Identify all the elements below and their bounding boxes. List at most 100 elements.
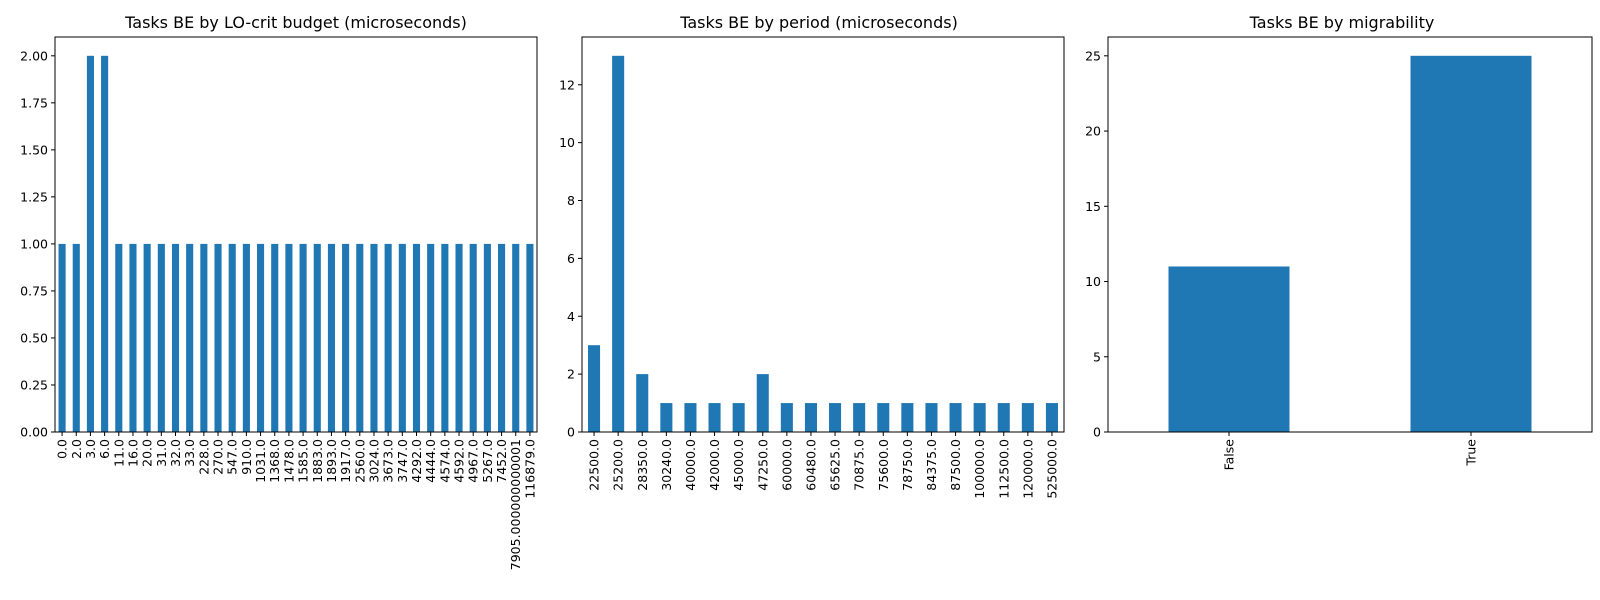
y-tick-label: 10: [1085, 274, 1101, 289]
bar-1031.0: [257, 243, 265, 432]
bar-0.0: [58, 243, 66, 432]
y-tick-label: 2: [567, 367, 575, 382]
bar-40000.0: [684, 403, 697, 432]
chart-title: Tasks BE by LO-crit budget (microseconds…: [124, 13, 467, 32]
x-tick-label: 28350.0: [635, 439, 650, 491]
bar-116879.0: [526, 243, 534, 432]
x-tick-label: 910.0: [239, 439, 254, 475]
bar-6.0: [101, 55, 109, 433]
bar-84375.0: [925, 403, 938, 432]
bar-True: [1410, 55, 1532, 433]
x-tick-label: 75600.0: [876, 439, 891, 491]
bar-11.0: [115, 243, 123, 432]
x-tick-label: 4592.0: [452, 439, 467, 483]
x-tick-label: 60000.0: [779, 439, 794, 491]
x-tick-label: 60480.0: [803, 439, 818, 491]
y-tick-label: 15: [1085, 199, 1101, 214]
y-tick-label: 6: [567, 251, 575, 266]
bar-1893.0: [327, 243, 335, 432]
y-tick-label: 8: [567, 193, 575, 208]
x-tick-label: 116879.0: [522, 439, 537, 499]
chart-title: Tasks BE by migrability: [1249, 13, 1435, 32]
x-tick-label: 4967.0: [466, 439, 481, 483]
x-tick-label: 228.0: [196, 439, 211, 475]
x-tick-label: 4444.0: [423, 439, 438, 483]
bar-5267.0: [483, 243, 491, 432]
y-tick-label: 25: [1085, 48, 1101, 63]
x-tick-label: 1031.0: [253, 439, 268, 483]
x-tick-label: 70875.0: [852, 439, 867, 491]
x-tick-label: 84375.0: [924, 439, 939, 491]
bar-45000.0: [732, 403, 745, 432]
x-tick-label: 3673.0: [381, 439, 396, 483]
x-tick-label: 25200.0: [611, 439, 626, 491]
bar-2.0: [72, 243, 80, 432]
y-tick-label: 0.50: [20, 330, 48, 345]
bar-1917.0: [342, 243, 350, 432]
bar-1368.0: [271, 243, 279, 432]
x-tick-label: 87500.0: [948, 439, 963, 491]
x-tick-label: 3.0: [83, 439, 98, 459]
bar-78750.0: [901, 403, 914, 432]
bar-1478.0: [285, 243, 293, 432]
bar-4967.0: [469, 243, 477, 432]
bar-32.0: [171, 243, 180, 432]
x-tick-label: 3747.0: [395, 439, 410, 483]
x-tick-label: 4292.0: [409, 439, 424, 483]
bar-4292.0: [412, 243, 421, 432]
y-tick-label: 20: [1085, 124, 1101, 139]
bar-60000.0: [780, 403, 793, 432]
x-tick-label: 32.0: [168, 439, 183, 467]
x-tick-label: 112500.0: [996, 439, 1011, 499]
bar-525000.0: [1045, 403, 1058, 432]
bar-75600.0: [877, 403, 890, 432]
bar-910.0: [242, 243, 250, 432]
bar-22500.0: [588, 345, 601, 432]
x-tick-label: False: [1222, 439, 1237, 471]
x-tick-label: 3024.0: [366, 439, 381, 483]
x-tick-label: 6.0: [97, 439, 112, 459]
x-tick-label: 20.0: [140, 439, 155, 467]
bar-31.0: [157, 243, 165, 432]
axes-frame: [581, 36, 1065, 433]
bar-25200.0: [612, 55, 625, 433]
bar-3747.0: [398, 243, 406, 432]
chart-period: Tasks BE by period (microseconds) 0 2 4 6 8 1…: [559, 13, 1065, 499]
bar-7452.0: [498, 243, 506, 432]
bar-28350.0: [636, 374, 649, 432]
x-tick-label: 547.0: [225, 439, 240, 475]
x-tick-label: 1368.0: [267, 439, 282, 483]
bar-3024.0: [370, 243, 378, 432]
bar-16.0: [129, 243, 137, 432]
x-tick-label: 22500.0: [587, 439, 602, 491]
x-tick-label: 1917.0: [338, 439, 353, 483]
axes-frame: [1107, 36, 1593, 433]
y-tick-label: 1.50: [20, 142, 48, 157]
x-tick-label: 65625.0: [828, 439, 843, 491]
y-tick-label: 10: [559, 135, 575, 150]
bar-42000.0: [708, 403, 721, 432]
y-tick-label: 1.00: [20, 236, 48, 251]
bar-20.0: [143, 243, 151, 432]
bar-False: [1168, 266, 1290, 432]
x-tick-label: 16.0: [125, 439, 140, 467]
bar-30240.0: [660, 403, 673, 432]
bar-7905.000000000001: [512, 243, 520, 432]
bar-65625.0: [829, 403, 842, 432]
bar-70875.0: [853, 403, 866, 432]
x-tick-label: 100000.0: [972, 439, 987, 499]
bar-4444.0: [427, 243, 435, 432]
y-tick-label: 2.00: [20, 48, 48, 63]
x-tick-label: 47250.0: [755, 439, 770, 491]
x-tick-label: 31.0: [154, 439, 169, 467]
x-tick-label: 78750.0: [900, 439, 915, 491]
x-tick-label: 1883.0: [310, 439, 325, 483]
x-tick-label: 1585.0: [296, 439, 311, 483]
y-tick-label: 0.25: [20, 377, 48, 392]
y-tick-label: 5: [1093, 349, 1101, 364]
x-tick-label: 525000.0: [1044, 439, 1059, 499]
y-tick-label: 1.75: [20, 95, 48, 110]
bar-1585.0: [299, 243, 307, 432]
x-tick-label: 1478.0: [281, 439, 296, 483]
